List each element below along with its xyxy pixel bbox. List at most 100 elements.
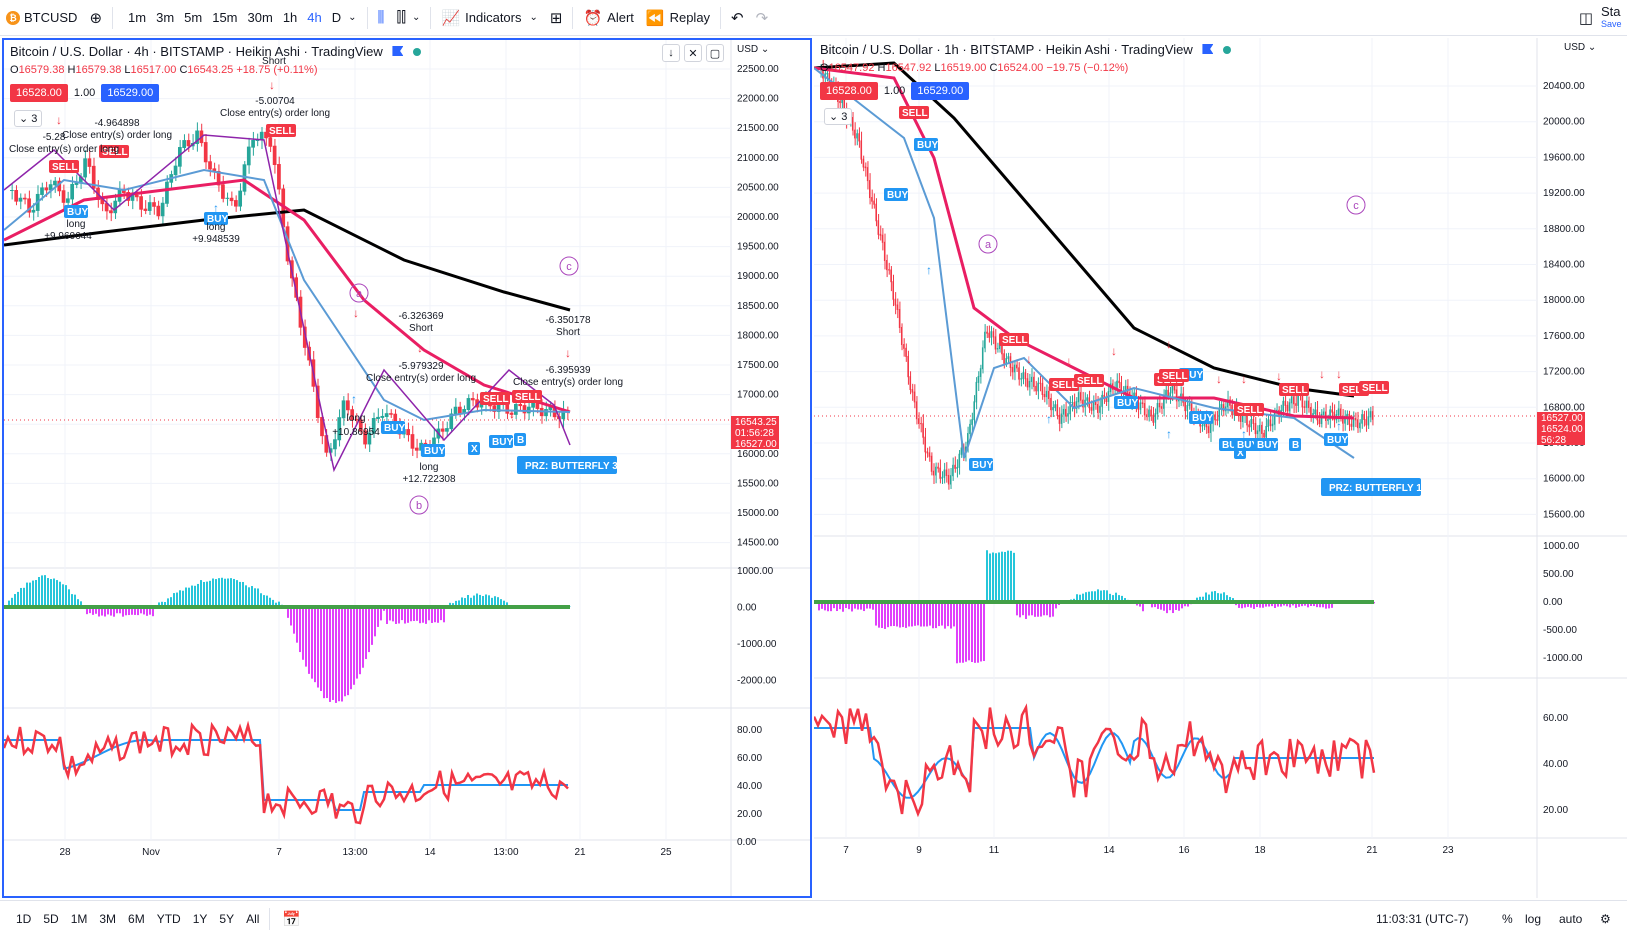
- candle-body: [884, 242, 886, 261]
- chart-canvas-left[interactable]: 22500.0022000.0021500.0021000.0020500.00…: [4, 40, 810, 896]
- settings-icon[interactable]: ⚙: [1600, 901, 1611, 937]
- macd-bar: [251, 586, 253, 607]
- candle-body: [886, 260, 888, 270]
- candle-body: [901, 327, 903, 345]
- macd-bar: [290, 607, 292, 625]
- macd-bar: [902, 602, 904, 627]
- panel-toggle-button[interactable]: ◫: [1573, 0, 1599, 36]
- range-5d[interactable]: 5D: [37, 912, 64, 926]
- macd-bar: [476, 594, 478, 607]
- timeframe-5m[interactable]: 5m: [179, 10, 207, 25]
- time-tick-label: 9: [916, 845, 922, 856]
- candle-body: [1157, 403, 1159, 414]
- price-tick-label: 20500.00: [737, 182, 779, 193]
- macd-bar: [1028, 602, 1030, 616]
- flag-icon[interactable]: [392, 46, 403, 56]
- macd-bar: [218, 578, 220, 607]
- candle-body: [1025, 372, 1027, 379]
- candle-body: [990, 331, 992, 338]
- range-ytd[interactable]: YTD: [151, 912, 187, 926]
- candle-body: [1144, 403, 1146, 415]
- layout-button[interactable]: ⊞: [544, 0, 569, 36]
- range-5y[interactable]: 5Y: [213, 912, 240, 926]
- macd-bar: [56, 580, 58, 607]
- candle-body: [40, 187, 44, 194]
- timeframe-4h[interactable]: 4h: [302, 10, 326, 25]
- candle-body: [1255, 423, 1257, 434]
- candle-body: [973, 401, 975, 420]
- bar-style-button[interactable]: ⫼: [372, 0, 391, 36]
- range-3m[interactable]: 3M: [93, 912, 122, 926]
- timeframe-15m[interactable]: 15m: [207, 10, 242, 25]
- symbol-search[interactable]: ₿ BTCUSD: [0, 0, 83, 36]
- macd-bar: [959, 602, 961, 663]
- candle-body: [1270, 419, 1272, 426]
- clock[interactable]: 11:03:31 (UTC-7): [1376, 901, 1468, 937]
- close-icon[interactable]: ✕: [684, 44, 702, 62]
- indicators-button[interactable]: 📈 Indicators ⌄: [435, 0, 543, 36]
- macd-bar: [971, 602, 973, 662]
- range-6m[interactable]: 6M: [122, 912, 151, 926]
- range-1d[interactable]: 1D: [10, 912, 37, 926]
- candle-body: [273, 146, 277, 165]
- range-1y[interactable]: 1Y: [187, 912, 214, 926]
- buy-price-button[interactable]: 16529.00: [101, 84, 159, 102]
- macd-bar: [944, 602, 946, 629]
- candle-body: [1027, 378, 1029, 387]
- candle-body: [1214, 414, 1216, 420]
- arrow-down-icon[interactable]: ↓: [662, 44, 680, 62]
- timeframe-30m[interactable]: 30m: [243, 10, 278, 25]
- price-tick-label: 18000.00: [1543, 295, 1585, 306]
- candle-body: [23, 198, 27, 200]
- macd-bar: [173, 593, 175, 607]
- calendar-icon[interactable]: 📅: [282, 910, 301, 928]
- maximize-icon[interactable]: ▢: [706, 44, 724, 62]
- candle-body: [1161, 406, 1163, 409]
- currency-selector[interactable]: USD ⌄: [737, 44, 769, 55]
- candle-body: [1152, 415, 1154, 423]
- price-tick-label: 15600.00: [1543, 509, 1585, 520]
- candle-body: [1042, 383, 1044, 395]
- candle-body: [1302, 395, 1304, 407]
- replay-button[interactable]: ⏪ Replay: [640, 0, 716, 36]
- candle-body: [1061, 414, 1063, 424]
- timeframe-1h[interactable]: 1h: [278, 10, 302, 25]
- buy-price-button[interactable]: 16529.00: [911, 82, 969, 100]
- rsi-tick-label: 40.00: [737, 781, 762, 792]
- rsi-tick-label: 60.00: [737, 753, 762, 764]
- timeframe-1m[interactable]: 1m: [123, 10, 151, 25]
- candle-body: [268, 137, 272, 147]
- undo-button[interactable]: ↶: [725, 0, 750, 36]
- candle-body: [1314, 410, 1316, 415]
- arrow-up-icon: ↑: [428, 441, 434, 455]
- chart-canvas-right[interactable]: 20400.0020000.0019600.0019200.0018800.00…: [814, 38, 1627, 898]
- candle-body: [954, 465, 956, 469]
- price-tick-label: 20000.00: [737, 212, 779, 223]
- log-toggle[interactable]: log: [1525, 901, 1541, 937]
- macd-bar: [302, 607, 304, 660]
- sell-price-button[interactable]: 16528.00: [10, 84, 68, 102]
- currency-selector[interactable]: USD ⌄: [1564, 42, 1596, 53]
- save-area[interactable]: Sta Save: [1599, 0, 1627, 36]
- candle-body: [976, 382, 978, 402]
- candle-style-button[interactable]: ⫿⫿⌄: [390, 0, 426, 36]
- chevron-down-icon[interactable]: ⌄: [348, 12, 356, 23]
- layers-toggle[interactable]: ⌄ 3: [824, 108, 852, 125]
- flag-icon[interactable]: [1202, 44, 1213, 54]
- range-1m[interactable]: 1M: [65, 912, 94, 926]
- candle-body: [984, 332, 986, 349]
- candle-body: [1289, 402, 1291, 411]
- range-all[interactable]: All: [240, 912, 265, 926]
- sell-price-button[interactable]: 16528.00: [820, 82, 878, 100]
- percent-toggle[interactable]: %: [1502, 901, 1513, 937]
- timeframe-3m[interactable]: 3m: [151, 10, 179, 25]
- plus-circle-icon: ⊕: [89, 9, 102, 27]
- timeframe-d[interactable]: D: [327, 10, 346, 25]
- compare-button[interactable]: ⊕: [83, 0, 108, 36]
- redo-button[interactable]: ↷: [750, 0, 775, 36]
- alert-button[interactable]: ⏰ Alert: [577, 0, 639, 36]
- auto-toggle[interactable]: auto: [1559, 901, 1582, 937]
- layers-toggle[interactable]: ⌄ 3: [14, 110, 42, 127]
